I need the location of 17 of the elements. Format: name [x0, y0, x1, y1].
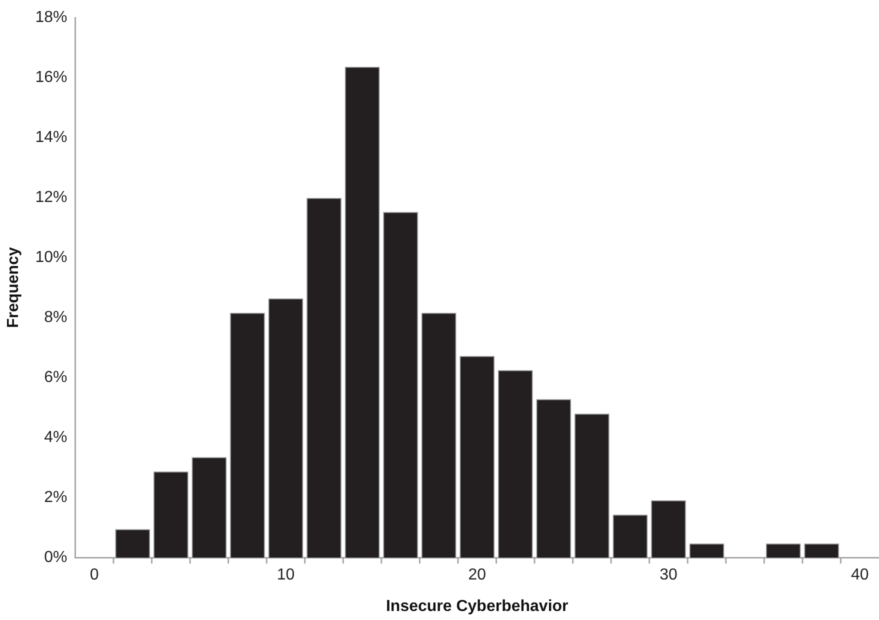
x-tick-label: 10 [276, 566, 295, 584]
y-tick-label: 14% [35, 129, 68, 146]
x-tick-label: 40 [850, 566, 869, 584]
y-tick-label: 6% [44, 369, 68, 386]
x-tick-label: 0 [90, 566, 99, 584]
y-tick-label: 4% [44, 429, 68, 446]
y-tick-label: 12% [35, 189, 68, 206]
x-axis-title: Insecure Cyberbehavior [386, 598, 568, 615]
y-axis-title: Frequency [5, 247, 22, 328]
x-tick-label: 20 [468, 566, 486, 584]
y-tick-label: 8% [44, 309, 68, 326]
y-tick-label: 10% [35, 249, 68, 266]
y-tick-label: 0% [44, 549, 68, 566]
y-tick-label: 18% [35, 9, 68, 26]
x-tick-label: 30 [660, 566, 678, 584]
y-tick-label: 16% [35, 69, 68, 86]
y-tick-label: 2% [44, 489, 68, 506]
